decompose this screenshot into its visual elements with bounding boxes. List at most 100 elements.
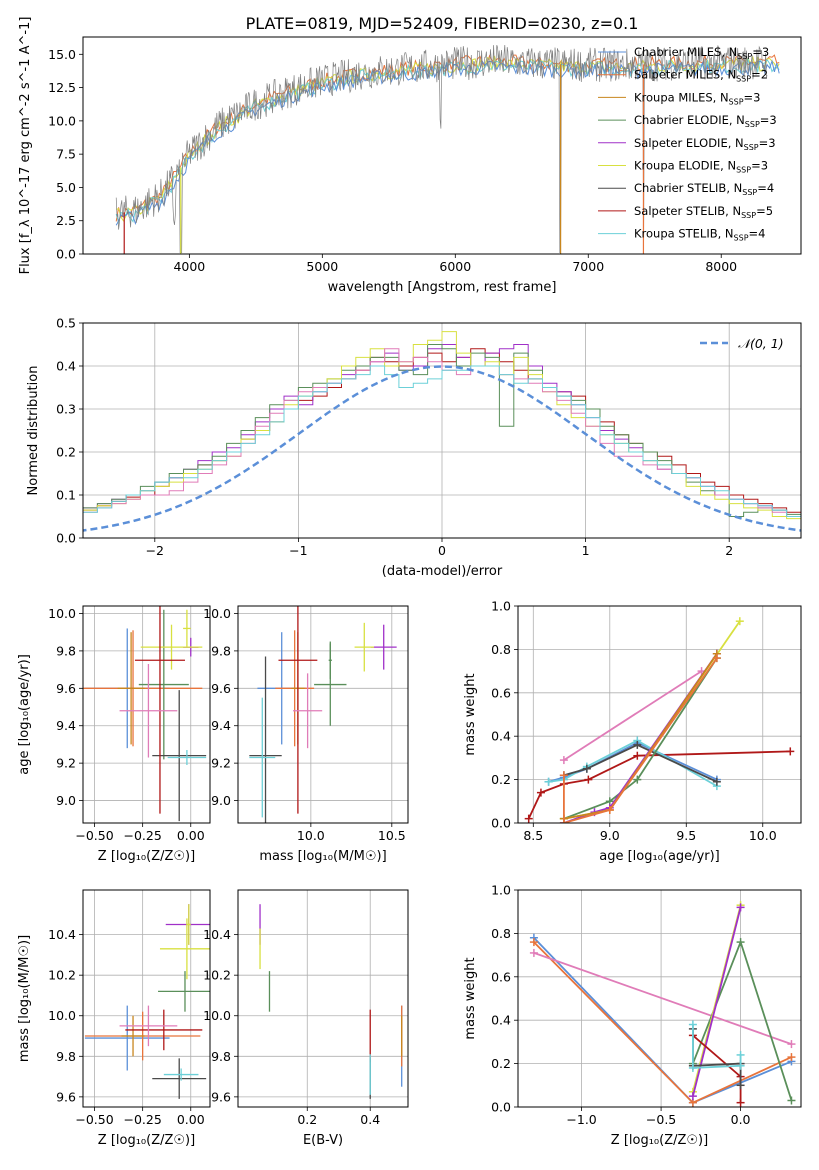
panel-residuals: −2 −1 0 1 2 0.0 0.1 0.2 0.3 0.4 0.5 (data-model)/er… <box>26 316 802 579</box>
x-axis-label: age [log₁₀(age/yr)] <box>599 849 720 864</box>
y-tick-label: 0.6 <box>491 969 511 984</box>
y-axis-label: Flux [f_λ 10^-17 erg cm^-2 s^-1 A^-1] <box>18 17 33 275</box>
y-tick-label: 0.0 <box>491 816 511 831</box>
x-axis-label: wavelength [Angstrom, rest frame] <box>328 280 557 295</box>
legend-label: Chabrier ELODIE, NSSP=3 <box>634 113 777 129</box>
y-tick-label: 10.0 <box>48 1008 76 1023</box>
legend-label: Salpeter ELODIE, NSSP=3 <box>634 136 776 152</box>
y-tick-label: 9.2 <box>56 756 76 771</box>
legend-label: 𝒩(0, 1) <box>738 336 784 351</box>
y-tick-label: 9.4 <box>211 718 231 733</box>
x-tick-label: 1 <box>582 543 590 558</box>
x-tick-label: 0.4 <box>360 1112 380 1127</box>
y-tick-label: 0.2 <box>56 445 76 460</box>
legend-value: =4 <box>749 227 766 241</box>
x-axis-label: mass [log₁₀(M/M☉)] <box>259 849 386 864</box>
legend-subscript: SSP <box>736 166 751 175</box>
legend-value: =3 <box>744 90 761 104</box>
x-tick-label: 10.0 <box>749 828 777 843</box>
y-tick-label: 10.4 <box>203 927 231 942</box>
x-tick-label: 0.0 <box>731 1112 751 1127</box>
x-tick-label: −0.5 <box>646 1112 676 1127</box>
grid <box>238 890 408 1107</box>
legend-value: =3 <box>760 113 777 127</box>
x-tick-label: 0.00 <box>177 828 205 843</box>
y-tick-label: 7.5 <box>56 147 76 162</box>
x-tick-label: −1.0 <box>566 1112 596 1127</box>
weight-series-line <box>563 657 718 820</box>
y-tick-label: 10.0 <box>48 606 76 621</box>
y-tick-label: 9.6 <box>56 681 76 696</box>
panel-age-vs-mass: 10.0 10.5 9.0 9.2 9.4 9.6 9.8 10.0 mass [log₁₀(M… <box>203 605 409 864</box>
x-tick-label: 9.5 <box>676 828 696 843</box>
panel-mass-vs-Z: −0.50 −0.25 0.00 9.6 9.8 10.0 10.2 10.4 Z [log₁₀… <box>17 889 211 1148</box>
x-tick-label: 8000 <box>705 259 737 274</box>
y-axis-label: mass [log₁₀(M/M☉)] <box>17 935 32 1062</box>
plot-area <box>115 44 780 254</box>
y-axis-label: Normed distribution <box>26 366 41 496</box>
x-axis-label: Z [log₁₀(Z/Z☉)] <box>98 1133 195 1148</box>
y-tick-label: 15.0 <box>48 47 76 62</box>
x-tick-label: 0.00 <box>177 1112 205 1127</box>
plot-area <box>249 606 397 823</box>
y-tick-label: 9.8 <box>211 643 231 658</box>
y-tick-label: 10.2 <box>48 968 76 983</box>
y-axis-label: mass weight <box>463 957 478 1039</box>
legend-value: =3 <box>759 136 776 150</box>
histogram-series <box>83 348 801 517</box>
y-tick-label: 5.0 <box>56 180 76 195</box>
grid <box>238 606 408 823</box>
y-tick-label: 10.4 <box>48 927 76 942</box>
y-tick-label: 9.6 <box>56 1089 76 1104</box>
panel-age-vs-Z: −0.50 −0.25 0.00 9.0 9.2 9.4 9.6 9.8 10.0 Z [log₁… <box>17 605 211 864</box>
y-tick-label: 10.2 <box>203 968 231 983</box>
observed-spectrum-line <box>115 44 768 254</box>
weight-series-line <box>692 1024 742 1069</box>
x-tick-label: −2 <box>146 543 164 558</box>
legend-label: Kroupa MILES, NSSP=3 <box>634 90 760 106</box>
panel-mass-weight-vs-Z: −1.0 −0.5 0.0 0.0 0.2 0.4 0.6 0.8 1.0 Z [log₁₀(Z/… <box>463 883 802 1148</box>
axes-frame <box>237 889 409 1108</box>
y-tick-label: 9.8 <box>56 1049 76 1064</box>
weight-series-line <box>563 620 741 820</box>
legend-value: =3 <box>752 45 769 59</box>
y-tick-label: 0.6 <box>491 685 511 700</box>
plot-area <box>524 617 795 823</box>
legend-subscript: SSP <box>741 211 756 220</box>
weight-series-line <box>563 657 718 823</box>
y-tick-label: 0.0 <box>56 247 76 262</box>
legend-label: Salpeter MILES, NSSP=2 <box>634 68 768 84</box>
x-tick-label: 6000 <box>439 259 471 274</box>
legend-subscript: SSP <box>729 97 744 106</box>
y-tick-label: 9.4 <box>56 718 76 733</box>
legend-label: Kroupa ELODIE, NSSP=3 <box>634 159 768 175</box>
x-axis-label: (data-model)/error <box>382 564 503 579</box>
plot-area <box>259 904 403 1099</box>
x-tick-label: 5000 <box>306 259 338 274</box>
x-axis-label: E(B-V) <box>303 1133 343 1148</box>
panel-spectrum: 4000 5000 6000 7000 8000 0.0 2.5 5.0 7.5 10.0 12.5… <box>18 17 802 295</box>
y-tick-label: 1.0 <box>491 883 511 898</box>
y-tick-label: 9.6 <box>211 1089 231 1104</box>
y-tick-label: 0.5 <box>56 316 76 331</box>
y-tick-label: 9.0 <box>211 793 231 808</box>
x-tick-label: 8.5 <box>523 828 543 843</box>
weight-series-line <box>563 743 718 783</box>
axes-frame <box>82 36 802 255</box>
axes-frame <box>237 605 409 824</box>
grid <box>518 605 801 824</box>
axes-frame <box>517 605 802 824</box>
legend-subscript: SSP <box>744 143 759 152</box>
x-axis-label: Z [log₁₀(Z/Z☉)] <box>611 1133 708 1148</box>
y-tick-label: 0.2 <box>491 1056 511 1071</box>
weight-series-line <box>563 670 703 761</box>
y-tick-label: 0.4 <box>56 359 76 374</box>
x-tick-label: 10.0 <box>297 828 325 843</box>
axes-frame <box>82 322 802 539</box>
y-tick-label: 12.5 <box>48 80 76 95</box>
y-tick-label: 0.4 <box>491 729 511 744</box>
x-tick-label: −0.25 <box>123 828 161 843</box>
y-axis-label: mass weight <box>463 673 478 755</box>
y-tick-label: 0.8 <box>491 926 511 941</box>
